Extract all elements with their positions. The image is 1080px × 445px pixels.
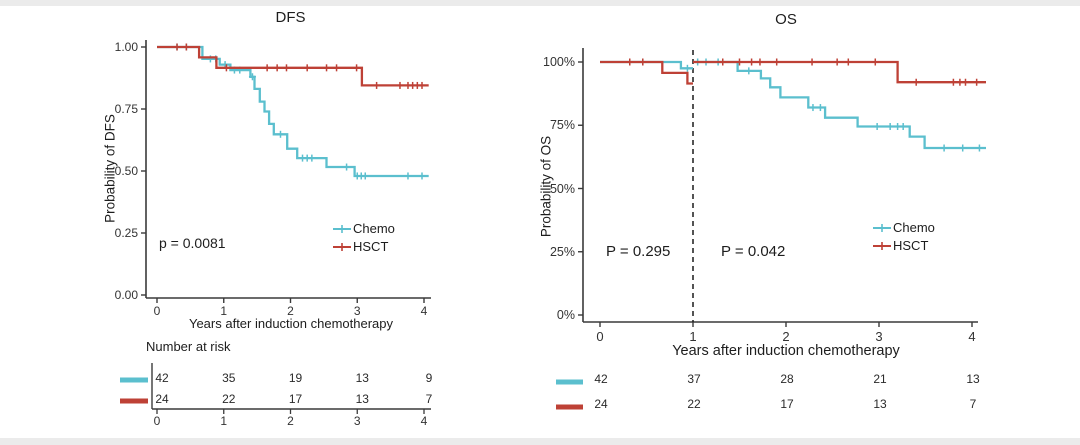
x-tick-label: 4: [420, 304, 428, 318]
y-tick-label: 0.75: [114, 102, 138, 116]
y-tick-label: 1.00: [114, 40, 138, 54]
x-tick-label: 1: [220, 304, 228, 318]
x-tick-label: 0: [153, 304, 161, 318]
risk-count: 7: [425, 392, 433, 406]
risk-count: 13: [873, 397, 887, 411]
dfs-p-value: p = 0.0081: [159, 235, 226, 251]
risk-count: 9: [425, 371, 433, 385]
risk-count: 42: [155, 371, 169, 385]
km-curve-hsct: [693, 60, 986, 84]
risk-count: 24: [594, 397, 608, 411]
x-tick-label: 2: [782, 329, 790, 344]
risk-count: 37: [687, 372, 701, 386]
os-x-axis-title: Years after induction chemotherapy: [672, 343, 900, 359]
os-p-value-postlandmark: P = 0.042: [721, 243, 786, 260]
dfs-legend-label-chemo: Chemo: [353, 221, 395, 236]
risk-axis-label: 0: [153, 414, 161, 428]
risk-count: 17: [780, 397, 794, 411]
dfs-legend-label-hsct: HSCT: [353, 239, 389, 254]
dfs-plot-title: DFS: [275, 9, 306, 26]
risk-count: 35: [222, 371, 236, 385]
km-curve-hsct: [157, 45, 429, 87]
risk-count: 22: [687, 397, 701, 411]
os-legend-label-chemo: Chemo: [893, 220, 935, 235]
os-legend-label-hsct: HSCT: [893, 238, 929, 253]
risk-axis-label: 4: [420, 414, 428, 428]
risk-count: 13: [355, 392, 369, 406]
y-tick-label: 100%: [543, 55, 575, 69]
risk-axis-label: 1: [220, 414, 228, 428]
risk-count: 21: [873, 372, 887, 386]
y-tick-label: 0.00: [114, 288, 138, 302]
risk-count: 42: [594, 372, 608, 386]
risk-count: 13: [355, 371, 369, 385]
risk-count: 7: [969, 397, 977, 411]
y-tick-label: 25%: [549, 244, 575, 259]
y-tick-label: 0%: [556, 308, 575, 322]
km-curve-hsct: [600, 60, 693, 85]
x-tick-label: 0: [596, 329, 604, 344]
y-tick-label: 75%: [549, 118, 575, 133]
y-tick-label: 0.50: [114, 164, 138, 178]
km-curve-chemo: [157, 45, 429, 178]
risk-count: 17: [288, 392, 303, 406]
x-tick-label: 1: [689, 329, 697, 344]
y-tick-label: 0.25: [114, 226, 138, 240]
bottom-margin-band: [0, 438, 1080, 445]
x-tick-label: 3: [875, 329, 883, 344]
risk-axis-label: 3: [353, 414, 361, 428]
risk-count: 19: [288, 371, 303, 385]
risk-count: 24: [155, 392, 169, 406]
dfs-risk-table-header: Number at risk: [146, 339, 231, 354]
x-tick-label: 3: [353, 304, 361, 318]
risk-count: 22: [222, 392, 236, 406]
dfs-x-axis-title: Years after induction chemotherapy: [188, 316, 394, 331]
risk-count: 28: [780, 372, 794, 386]
risk-count: 13: [966, 372, 980, 386]
y-tick-label: 50%: [549, 181, 575, 196]
x-tick-label: 4: [968, 329, 976, 344]
x-tick-label: 2: [287, 304, 294, 318]
risk-axis-label: 2: [287, 414, 294, 428]
os-p-value-prelandmark: P = 0.295: [606, 243, 671, 260]
os-plot-title: OS: [775, 11, 797, 28]
top-margin-band: [0, 0, 1080, 6]
km-curve-chemo: [693, 60, 986, 150]
